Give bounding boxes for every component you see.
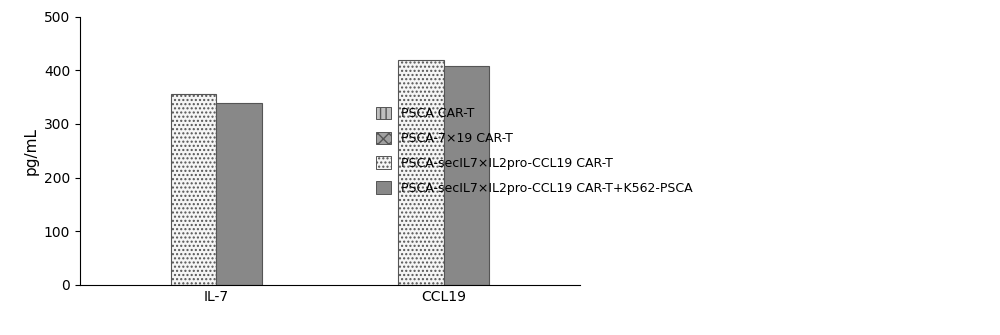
Y-axis label: pg/mL: pg/mL [23,127,38,175]
Bar [444,66,489,285]
Bar [398,60,444,285]
Bar [216,103,262,285]
Bar [171,94,216,285]
Legend: PSCA CAR-T, PSCA-7×19 CAR-T, PSCA-secIL7×IL2pro-CCL19 CAR-T, PSCA-secIL7×IL2pro-: PSCA CAR-T, PSCA-7×19 CAR-T, PSCA-secIL7… [376,107,693,195]
